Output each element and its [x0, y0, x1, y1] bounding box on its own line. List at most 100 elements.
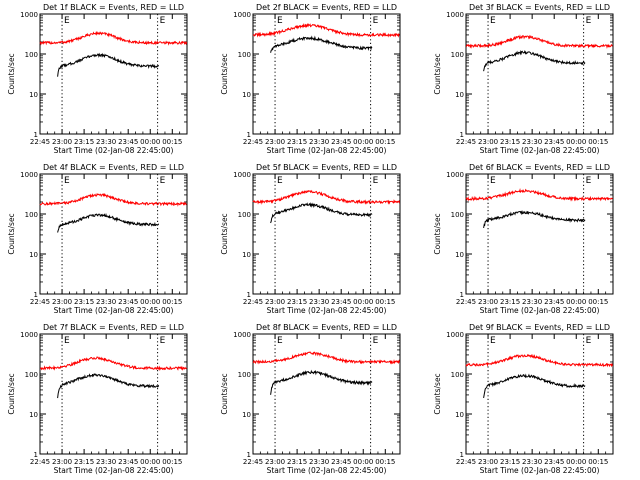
x-tick-label: 23:45 [331, 138, 351, 146]
x-tick-label: 00:15 [375, 298, 395, 306]
y-tick-label: 100 [238, 371, 251, 379]
panel-title: Det 4f BLACK = Events, RED = LLD [43, 163, 184, 172]
y-axis-title: Counts/sec [7, 53, 16, 94]
panel-title: Det 9f BLACK = Events, RED = LLD [469, 323, 610, 332]
y-tick-label: 100 [451, 51, 464, 59]
x-tick-label: 23:15 [500, 138, 520, 146]
event-rate-series [57, 372, 160, 399]
event-marker-label: E [490, 336, 496, 346]
lld-rate-series [39, 31, 188, 46]
y-axis-title: Counts/sec [433, 213, 442, 254]
x-tick-label: 00:00 [140, 298, 160, 306]
x-tick-label: 23:15 [500, 298, 520, 306]
lld-rate-series [252, 22, 400, 38]
x-tick-label: 23:00 [265, 458, 285, 466]
x-tick-label: 23:00 [52, 138, 72, 146]
event-marker-label: E [64, 176, 70, 186]
event-rate-series [483, 373, 586, 398]
y-tick-label: 100 [25, 371, 38, 379]
x-tick-label: 23:45 [118, 138, 138, 146]
x-tick-label: 23:30 [309, 458, 329, 466]
y-tick-label: 10 [29, 411, 38, 419]
x-tick-label: 22:45 [243, 138, 263, 146]
x-tick-label: 00:15 [162, 458, 182, 466]
x-tick-label: 22:45 [30, 298, 50, 306]
x-tick-label: 23:45 [544, 458, 564, 466]
x-tick-label: 23:00 [52, 298, 72, 306]
event-rate-series [483, 49, 586, 72]
panel-title: Det 7f BLACK = Events, RED = LLD [43, 323, 184, 332]
x-tick-label: 22:45 [30, 138, 50, 146]
event-marker-label: E [373, 176, 379, 186]
event-marker-label: E [160, 336, 166, 346]
event-marker-label: E [490, 176, 496, 186]
x-tick-label: 00:15 [588, 458, 608, 466]
event-marker-label: E [160, 16, 166, 26]
x-tick-label: 23:00 [478, 138, 498, 146]
lld-rate-series [252, 189, 401, 205]
x-tick-label: 23:15 [74, 458, 94, 466]
y-tick-label: 1 [34, 451, 38, 459]
x-tick-label: 23:45 [118, 458, 138, 466]
y-tick-label: 10 [455, 251, 464, 259]
x-tick-label: 00:00 [140, 138, 160, 146]
event-rate-series [57, 52, 159, 77]
y-tick-label: 100 [25, 211, 38, 219]
lld-rate-series [465, 34, 613, 49]
y-tick-label: 1 [34, 291, 38, 299]
x-tick-label: 00:15 [588, 298, 608, 306]
x-tick-label: 00:00 [566, 458, 586, 466]
detector-panel-2: Det 2f BLACK = Events, RED = LLD 1 10 100 10… [220, 3, 401, 155]
x-tick-label: 23:30 [309, 298, 329, 306]
lld-rate-series [465, 353, 614, 368]
x-tick-label: 23:30 [522, 458, 542, 466]
y-tick-label: 10 [242, 411, 251, 419]
y-tick-label: 10 [29, 91, 38, 99]
x-axis-title: Start Time (02-Jan-08 22:45:00) [267, 466, 387, 475]
x-tick-label: 23:30 [522, 298, 542, 306]
x-tick-label: 00:15 [375, 458, 395, 466]
y-tick-label: 1000 [233, 11, 251, 19]
y-tick-label: 100 [238, 51, 251, 59]
x-tick-label: 00:15 [162, 298, 182, 306]
event-marker-label: E [64, 16, 70, 26]
y-tick-label: 1000 [446, 331, 464, 339]
y-tick-label: 1000 [233, 331, 251, 339]
event-marker-label: E [586, 336, 592, 346]
x-tick-label: 00:15 [588, 138, 608, 146]
x-tick-label: 23:00 [478, 458, 498, 466]
x-tick-label: 23:00 [52, 458, 72, 466]
event-marker-label: E [586, 176, 592, 186]
panel-title: Det 2f BLACK = Events, RED = LLD [256, 3, 397, 12]
y-axis-title: Counts/sec [7, 373, 16, 414]
x-tick-label: 23:15 [74, 298, 94, 306]
y-tick-label: 1 [247, 451, 251, 459]
x-tick-label: 23:00 [478, 298, 498, 306]
x-tick-label: 23:15 [500, 458, 520, 466]
x-tick-label: 22:45 [243, 298, 263, 306]
event-marker-label: E [373, 16, 379, 26]
y-tick-label: 10 [29, 251, 38, 259]
x-tick-label: 23:30 [522, 138, 542, 146]
x-tick-label: 00:00 [566, 298, 586, 306]
event-marker-label: E [586, 16, 592, 26]
x-tick-label: 23:45 [118, 298, 138, 306]
detector-panel-1: Det 1f BLACK = Events, RED = LLD 1 10 100 10… [7, 3, 188, 155]
y-tick-label: 10 [242, 251, 251, 259]
event-rate-series [270, 369, 373, 395]
x-tick-label: 23:30 [96, 458, 116, 466]
x-tick-label: 00:00 [353, 298, 373, 306]
lld-rate-series [40, 356, 188, 372]
x-tick-label: 23:15 [287, 298, 307, 306]
lld-rate-series [465, 187, 613, 202]
y-tick-label: 1 [460, 291, 464, 299]
x-tick-label: 23:15 [287, 458, 307, 466]
y-tick-label: 10 [455, 411, 464, 419]
x-tick-label: 23:00 [265, 138, 285, 146]
x-tick-label: 00:00 [353, 138, 373, 146]
x-axis-title: Start Time (02-Jan-08 22:45:00) [267, 306, 387, 315]
x-tick-label: 00:15 [375, 138, 395, 146]
x-tick-label: 22:45 [456, 298, 476, 306]
y-axis-title: Counts/sec [220, 213, 229, 254]
